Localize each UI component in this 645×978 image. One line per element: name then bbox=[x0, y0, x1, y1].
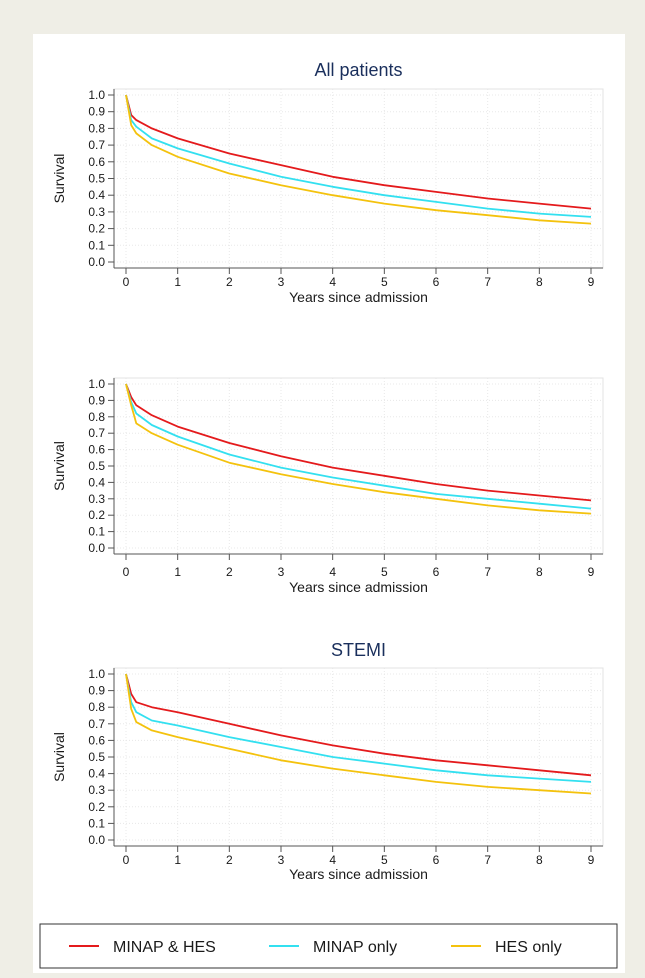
y-tick-label: 0.7 bbox=[88, 717, 105, 731]
x-tick-label: 8 bbox=[536, 275, 543, 289]
x-tick-label: 3 bbox=[278, 853, 285, 867]
y-tick-label: 0.3 bbox=[88, 205, 105, 219]
x-tick-label: 3 bbox=[278, 565, 285, 579]
y-tick-label: 0.7 bbox=[88, 426, 105, 440]
y-tick-label: 0.7 bbox=[88, 138, 105, 152]
series-line-minap-only bbox=[125, 673, 592, 783]
y-tick-label: 0.8 bbox=[88, 700, 105, 714]
legend-box bbox=[39, 923, 618, 969]
x-tick-label: 2 bbox=[226, 853, 233, 867]
y-tick-label: 0.6 bbox=[88, 155, 105, 169]
y-tick-label: 0.0 bbox=[88, 255, 105, 269]
y-tick-label: 0.4 bbox=[88, 767, 105, 781]
figure-panel: All patients 0.0 0.1 0.2 0.3 0.4 0.5 0.6 0.7 0.8 0… bbox=[33, 34, 625, 973]
x-axis-label: Years since admission bbox=[289, 866, 428, 882]
y-tick-label: 0.5 bbox=[88, 750, 105, 764]
x-axis-label: Years since admission bbox=[289, 289, 428, 305]
y-tick-label: 0.6 bbox=[88, 443, 105, 457]
survival-figure: All patients 0.0 0.1 0.2 0.3 0.4 0.5 0.6 0.7 0.8 0… bbox=[39, 60, 618, 969]
x-tick-label: 2 bbox=[226, 275, 233, 289]
series-line-minap-only bbox=[125, 94, 592, 218]
x-tick-label: 1 bbox=[174, 275, 181, 289]
y-tick-label: 1.0 bbox=[88, 88, 105, 102]
x-tick-label: 8 bbox=[536, 565, 543, 579]
legend-label: MINAP & HES bbox=[113, 939, 216, 956]
chart-1: All patients 0.0 0.1 0.2 0.3 0.4 0.5 0.6 0.7 0.8 0… bbox=[51, 60, 604, 305]
legend-label: MINAP only bbox=[313, 939, 397, 956]
y-tick-label: 0.0 bbox=[88, 541, 105, 555]
series-line-minap-only bbox=[125, 383, 592, 510]
y-tick-label: 0.6 bbox=[88, 733, 105, 747]
y-tick-label: 0.1 bbox=[88, 816, 105, 830]
x-tick-label: 6 bbox=[433, 565, 440, 579]
y-tick-label: 0.9 bbox=[88, 105, 105, 119]
y-tick-label: 0.2 bbox=[88, 222, 105, 236]
legend-label: HES only bbox=[495, 939, 562, 956]
y-tick-label: 1.0 bbox=[88, 377, 105, 391]
y-tick-label: 0.8 bbox=[88, 410, 105, 424]
x-tick-label: 0 bbox=[123, 853, 130, 867]
x-tick-label: 5 bbox=[381, 853, 388, 867]
chart-title: All patients bbox=[314, 60, 402, 80]
series-line-minap-hes bbox=[125, 673, 592, 777]
x-tick-label: 5 bbox=[381, 275, 388, 289]
y-tick-label: 0.9 bbox=[88, 393, 105, 407]
x-tick-label: 1 bbox=[174, 565, 181, 579]
x-tick-label: 9 bbox=[588, 853, 595, 867]
series-line-minap-hes bbox=[125, 383, 592, 502]
x-tick-label: 9 bbox=[588, 275, 595, 289]
chart-title: STEMI bbox=[331, 640, 386, 660]
x-tick-label: 0 bbox=[123, 565, 130, 579]
y-tick-label: 0.5 bbox=[88, 459, 105, 473]
x-tick-label: 4 bbox=[329, 275, 336, 289]
y-tick-label: 0.4 bbox=[88, 188, 105, 202]
y-tick-label: 0.8 bbox=[88, 121, 105, 135]
y-tick-label: 0.1 bbox=[88, 525, 105, 539]
x-tick-label: 0 bbox=[123, 275, 130, 289]
chart-2: NSTEMI0.00.10.20.30.40.50.60.70.80.91.00… bbox=[51, 375, 604, 595]
y-tick-label: 0.3 bbox=[88, 492, 105, 506]
x-tick-label: 4 bbox=[329, 853, 336, 867]
y-axis-label: Survival bbox=[51, 441, 67, 491]
y-axis-label: Survival bbox=[51, 154, 67, 204]
y-tick-label: 0.4 bbox=[88, 475, 105, 489]
x-tick-label: 7 bbox=[484, 275, 491, 289]
plot-area bbox=[113, 377, 604, 555]
chart-3: STEMI 0.0 0.1 0.2 0.3 0.4 0.5 0.6 0.7 0.8 0.9 1.0 0 1… bbox=[51, 640, 604, 882]
plot-area bbox=[113, 88, 604, 269]
x-tick-label: 8 bbox=[536, 853, 543, 867]
y-tick-label: 0.2 bbox=[88, 508, 105, 522]
x-tick-label: 2 bbox=[226, 565, 233, 579]
x-tick-label: 1 bbox=[174, 853, 181, 867]
y-tick-label: 0.2 bbox=[88, 800, 105, 814]
x-tick-label: 4 bbox=[329, 565, 336, 579]
x-tick-label: 3 bbox=[278, 275, 285, 289]
x-tick-label: 5 bbox=[381, 565, 388, 579]
series-line-hes-only bbox=[125, 383, 592, 515]
y-tick-label: 0.5 bbox=[88, 172, 105, 186]
legend: MINAP & HES MINAP only HES only bbox=[39, 923, 618, 969]
y-tick-label: 0.3 bbox=[88, 783, 105, 797]
x-tick-label: 6 bbox=[433, 853, 440, 867]
series-line-minap-hes bbox=[125, 94, 592, 210]
series-line-hes-only bbox=[125, 94, 592, 225]
x-tick-label: 6 bbox=[433, 275, 440, 289]
x-axis-label: Years since admission bbox=[289, 579, 428, 595]
y-tick-label: 1.0 bbox=[88, 667, 105, 681]
y-tick-label: 0.1 bbox=[88, 238, 105, 252]
x-tick-label: 9 bbox=[588, 565, 595, 579]
y-tick-label: 0.0 bbox=[88, 833, 105, 847]
y-tick-label: 0.9 bbox=[88, 684, 105, 698]
x-tick-label: 7 bbox=[484, 853, 491, 867]
y-axis-label: Survival bbox=[51, 732, 67, 782]
x-tick-label: 7 bbox=[484, 565, 491, 579]
plot-area bbox=[113, 667, 604, 847]
series-line-hes-only bbox=[125, 673, 592, 795]
